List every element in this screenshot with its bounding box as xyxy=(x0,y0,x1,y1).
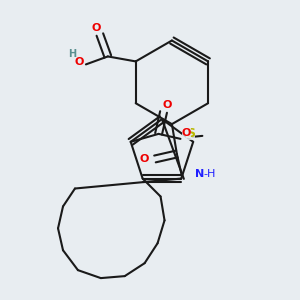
Text: O: O xyxy=(91,22,101,33)
Text: H: H xyxy=(68,50,76,59)
Text: O: O xyxy=(182,128,191,138)
Text: O: O xyxy=(139,154,149,164)
Text: O: O xyxy=(163,100,172,110)
Text: -H: -H xyxy=(203,169,216,179)
Text: O: O xyxy=(74,57,84,68)
Text: S: S xyxy=(186,128,195,140)
Text: N: N xyxy=(195,169,204,179)
